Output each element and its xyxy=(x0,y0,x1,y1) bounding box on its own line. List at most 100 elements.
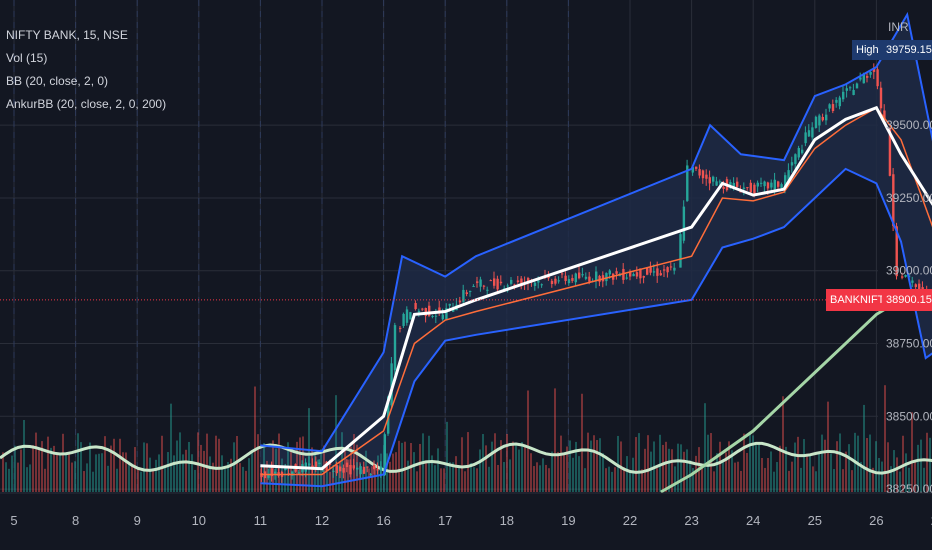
volume-bar-208 xyxy=(626,456,628,492)
volume-bar-23 xyxy=(71,462,73,492)
volume-bar-108 xyxy=(326,471,328,492)
candle-body-144 xyxy=(760,182,763,184)
candle-body-45 xyxy=(417,310,421,313)
volume-bar-150 xyxy=(452,462,454,492)
candle-body-111 xyxy=(642,276,645,278)
volume-bar-67 xyxy=(203,450,205,492)
volume-bar-169 xyxy=(509,459,511,492)
volume-bar-129 xyxy=(389,461,391,492)
indicator-ankurbb[interactable]: AnkurBB (20, close, 2, 0, 200) xyxy=(6,97,167,111)
volume-bar-202 xyxy=(608,466,610,492)
volume-bar-231 xyxy=(695,455,697,492)
candle-body-80 xyxy=(537,280,540,283)
volume-bar-299 xyxy=(899,471,901,492)
volume-bar-254 xyxy=(764,467,766,492)
candle-body-118 xyxy=(666,267,669,273)
volume-bar-227 xyxy=(683,451,685,492)
volume-bar-267 xyxy=(803,439,805,492)
candle-body-155 xyxy=(797,148,800,158)
volume-bar-3 xyxy=(11,455,13,492)
volume-bar-121 xyxy=(365,450,367,492)
volume-bar-139 xyxy=(419,443,421,492)
volume-bar-262 xyxy=(788,470,790,492)
volume-bar-24 xyxy=(74,461,76,492)
ema-line xyxy=(260,106,932,476)
candle-body-185 xyxy=(904,274,907,277)
bb-fill-area xyxy=(260,14,932,487)
candle-body-42 xyxy=(405,309,409,323)
candle-body-187 xyxy=(911,280,914,283)
candle-body-24 xyxy=(342,467,345,473)
candle-body-2 xyxy=(267,474,270,478)
currency-label[interactable]: INR xyxy=(888,20,909,34)
volume-bar-16 xyxy=(50,447,52,492)
candle-body-157 xyxy=(804,132,807,144)
volume-bar-141 xyxy=(425,462,427,492)
symbol-title[interactable]: NIFTY BANK, 15, NSE xyxy=(6,28,128,42)
candle-body-4 xyxy=(274,471,277,474)
volume-bar-305 xyxy=(917,444,919,492)
volume-bar-151 xyxy=(455,456,457,492)
volume-bar-269 xyxy=(809,454,811,492)
volume-bar-218 xyxy=(656,468,658,492)
volume-bar-188 xyxy=(566,446,568,492)
volume-bar-239 xyxy=(719,441,721,492)
volume-bar-215 xyxy=(647,435,649,492)
volume-bar-306 xyxy=(920,439,922,492)
y-tick-label-4: 39250.00 xyxy=(886,191,932,205)
volume-bar-283 xyxy=(851,470,853,492)
volume-bar-50 xyxy=(152,468,154,492)
volume-bar-104 xyxy=(314,453,316,492)
candle-body-27 xyxy=(352,465,355,469)
volume-bar-247 xyxy=(743,433,745,492)
candle-body-40 xyxy=(399,327,402,329)
indicator-lines xyxy=(260,11,932,494)
volume-bar-230 xyxy=(692,468,694,492)
volume-bar-207 xyxy=(623,467,625,492)
volume-bar-174 xyxy=(524,444,526,492)
volume-bar-147 xyxy=(443,468,445,492)
candle-body-26 xyxy=(349,464,352,475)
volume-bar-179 xyxy=(539,465,541,492)
volume-bar-14 xyxy=(44,468,46,492)
volume-bar-82 xyxy=(248,458,250,492)
volume-bar-135 xyxy=(407,460,409,492)
candle-body-30 xyxy=(362,466,366,474)
volume-bar-31 xyxy=(95,454,97,492)
bb-upper-line xyxy=(260,11,932,453)
volume-bars xyxy=(0,385,932,492)
candle-body-143 xyxy=(756,182,759,187)
volume-bar-245 xyxy=(737,461,739,492)
volume-bar-264 xyxy=(794,442,796,492)
volume-bar-39 xyxy=(119,438,121,492)
volume-bar-36 xyxy=(110,445,112,492)
volume-bar-248 xyxy=(746,452,748,492)
candle-body-158 xyxy=(807,130,811,137)
candle-body-117 xyxy=(663,269,666,271)
candle-body-62 xyxy=(476,281,479,283)
candle-body-64 xyxy=(482,285,486,287)
y-tick-label-5: 39500.00 xyxy=(886,118,932,132)
x-tick-label-2: 9 xyxy=(134,513,141,528)
volume-bar-256 xyxy=(770,451,772,492)
candle-body-165 xyxy=(831,104,835,112)
candle-body-70 xyxy=(503,288,506,290)
volume-bar-216 xyxy=(650,451,652,492)
volume-bar-178 xyxy=(536,462,538,492)
volume-bar-15 xyxy=(47,436,49,492)
volume-bar-287 xyxy=(863,404,865,492)
volume-bar-37 xyxy=(113,438,115,492)
candle-body-60 xyxy=(469,290,472,292)
x-tick-label-10: 22 xyxy=(623,513,637,528)
candle-body-61 xyxy=(472,286,475,288)
candle-body-159 xyxy=(811,127,814,138)
indicator-volume[interactable]: Vol (15) xyxy=(6,51,48,65)
indicator-bb[interactable]: BB (20, close, 2, 0) xyxy=(6,74,109,88)
candle-body-100 xyxy=(605,273,608,282)
volume-bar-88 xyxy=(266,460,268,492)
price-axis-ticks: 38250.0038500.0038750.0039000.0039250.00… xyxy=(886,118,932,496)
candle-body-81 xyxy=(540,284,543,286)
volume-bar-212 xyxy=(638,433,640,492)
candle-body-54 xyxy=(448,303,451,306)
